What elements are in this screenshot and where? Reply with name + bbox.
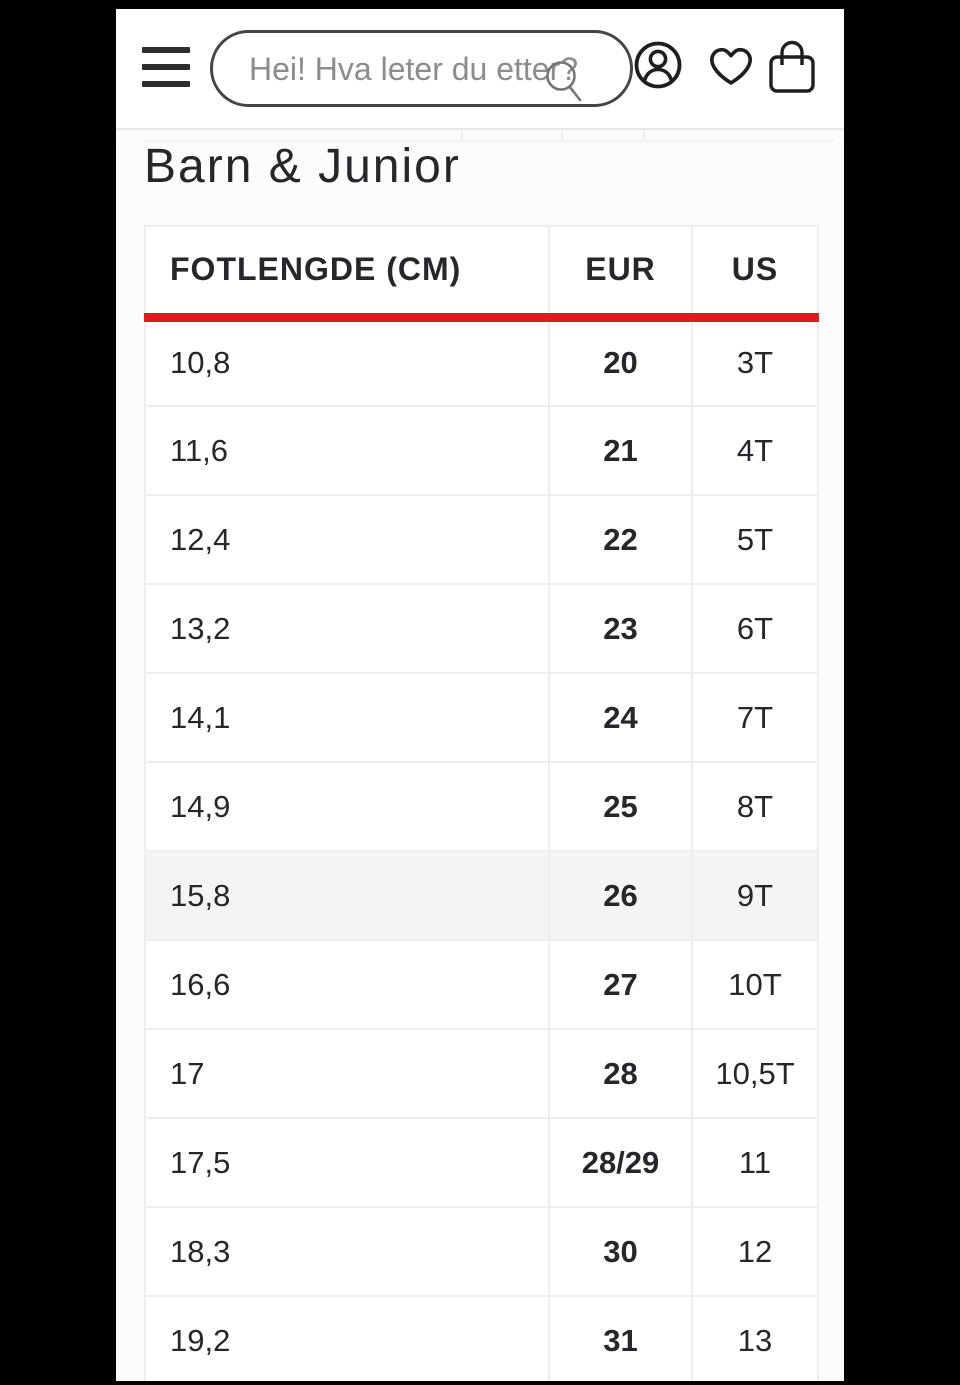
table-row: 14,9 25 8T — [144, 761, 819, 852]
table-cell: 7T — [691, 672, 819, 763]
table-cell: 9T — [691, 850, 819, 941]
table-cell: 3T — [691, 316, 819, 407]
search-icon[interactable] — [537, 57, 593, 109]
table-cell: 12,4 — [144, 494, 550, 585]
previous-table-edge — [116, 128, 844, 142]
table-cell: 5T — [691, 494, 819, 585]
table-cell: 8T — [691, 761, 819, 852]
column-header-us: US — [691, 225, 819, 322]
page: Barn & Junior FOTLENGDE (CM) EUR US 10,8… — [116, 9, 844, 1381]
table-cell: 20 — [548, 316, 693, 407]
table-row: 12,4 22 5T — [144, 494, 819, 585]
table-cell: 10T — [691, 939, 819, 1030]
table-cell: 6T — [691, 583, 819, 674]
table-cell: 25 — [548, 761, 693, 852]
menu-bar — [142, 64, 190, 70]
table-row: 13,2 23 6T — [144, 583, 819, 674]
table-cell: 17,5 — [144, 1117, 550, 1208]
table-cell: 31 — [548, 1295, 693, 1381]
search-bar[interactable] — [210, 30, 633, 107]
menu-icon[interactable] — [142, 47, 190, 91]
app-header — [116, 9, 844, 128]
table-cell: 15,8 — [144, 850, 550, 941]
page-title: Barn & Junior — [144, 140, 461, 193]
table-cell: 4T — [691, 405, 819, 496]
cart-icon[interactable] — [768, 39, 816, 95]
size-table: FOTLENGDE (CM) EUR US 10,8 20 3T 11,6 21 4T 12… — [144, 225, 819, 1381]
account-icon[interactable] — [633, 40, 683, 90]
table-cell: 28 — [548, 1028, 693, 1119]
table-row: 16,6 27 10T — [144, 939, 819, 1030]
table-cell: 28/29 — [548, 1117, 693, 1208]
column-header-fotlengde: FOTLENGDE (CM) — [144, 225, 550, 322]
table-cell: 21 — [548, 405, 693, 496]
table-row: 18,3 30 12 — [144, 1206, 819, 1297]
table-header-row: FOTLENGDE (CM) EUR US — [144, 225, 819, 322]
table-cell: 14,1 — [144, 672, 550, 763]
menu-bar — [142, 47, 190, 53]
table-cell: 17 — [144, 1028, 550, 1119]
table-row: 14,1 24 7T — [144, 672, 819, 763]
table-cell: 13 — [691, 1295, 819, 1381]
table-cell: 10,8 — [144, 316, 550, 407]
size-table-head: FOTLENGDE (CM) EUR US — [144, 225, 819, 322]
menu-bar — [142, 81, 190, 87]
table-cell: 12 — [691, 1206, 819, 1297]
table-row: 17,5 28/29 11 — [144, 1117, 819, 1208]
table-cell: 23 — [548, 583, 693, 674]
table-cell: 11,6 — [144, 405, 550, 496]
table-cell: 16,6 — [144, 939, 550, 1030]
table-row: 11,6 21 4T — [144, 405, 819, 496]
search-input[interactable] — [247, 33, 581, 106]
table-cell: 30 — [548, 1206, 693, 1297]
table-cell: 10,5T — [691, 1028, 819, 1119]
table-cell: 11 — [691, 1117, 819, 1208]
table-row: 10,8 20 3T — [144, 316, 819, 407]
table-row: 17 28 10,5T — [144, 1028, 819, 1119]
table-cell: 24 — [548, 672, 693, 763]
table-cell: 14,9 — [144, 761, 550, 852]
table-row: 19,2 31 13 — [144, 1295, 819, 1381]
table-cell: 19,2 — [144, 1295, 550, 1381]
table-cell: 18,3 — [144, 1206, 550, 1297]
wishlist-icon[interactable] — [705, 41, 757, 89]
table-cell: 22 — [548, 494, 693, 585]
column-header-eur: EUR — [548, 225, 693, 322]
table-cell: 27 — [548, 939, 693, 1030]
table-cell: 13,2 — [144, 583, 550, 674]
table-row: 15,8 26 9T — [144, 850, 819, 941]
size-table-body: 10,8 20 3T 11,6 21 4T 12,4 22 5T 13,2 23 6T 14,1 24 7T… — [144, 316, 819, 1381]
table-cell: 26 — [548, 850, 693, 941]
